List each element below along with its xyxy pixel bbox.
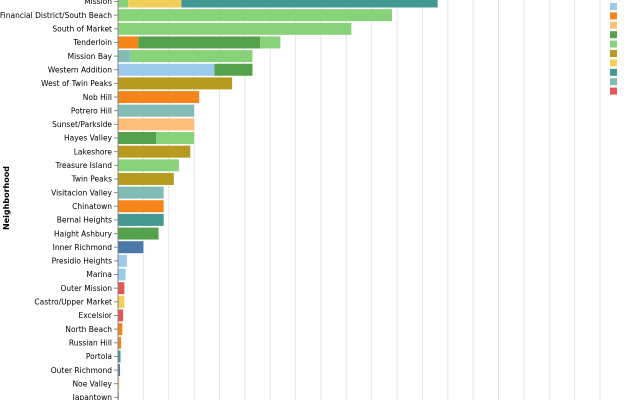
bar-segment xyxy=(118,0,129,8)
bar-segment xyxy=(118,309,124,322)
bar-segment xyxy=(138,36,261,49)
bar-segment xyxy=(118,104,195,117)
y-tick-label: Treasure Island xyxy=(55,161,113,170)
bar-segment xyxy=(118,132,157,144)
bar-segment xyxy=(118,213,164,226)
y-tick-label: Visitacion Valley xyxy=(51,188,112,197)
bar-segment xyxy=(128,0,182,8)
bar-segment xyxy=(118,295,125,308)
bar-segment xyxy=(118,9,392,22)
y-tick-label: Nob Hill xyxy=(83,93,112,102)
y-tick-label: Castro/Upper Market xyxy=(34,298,112,307)
bar-segment xyxy=(118,50,131,63)
bar-segment xyxy=(118,200,164,213)
bar-segment xyxy=(260,36,281,49)
bar-segment xyxy=(118,227,159,240)
y-tick-label: Noe Valley xyxy=(72,379,112,388)
bar-segment xyxy=(214,63,253,76)
y-tick-label: Inner Richmond xyxy=(53,243,113,252)
bar-segment xyxy=(118,159,179,172)
bar-segment xyxy=(118,186,164,199)
bars xyxy=(118,0,438,400)
y-tick-label: Outer Mission xyxy=(61,284,113,293)
legend-swatch xyxy=(610,50,617,57)
bar-segment xyxy=(118,336,122,349)
bar-segment xyxy=(118,63,215,76)
y-tick-label: Potrero Hill xyxy=(71,106,112,115)
bar-segment xyxy=(118,323,123,336)
bar-segment xyxy=(156,132,195,144)
y-tick-label: Portola xyxy=(86,352,112,361)
bar-segment xyxy=(181,0,438,8)
y-tick-labels: Mission Financial District/South Beach Sou… xyxy=(0,0,118,400)
y-tick-label: Tenderloin xyxy=(72,38,112,47)
legend-swatch xyxy=(610,59,617,67)
y-tick-label: Western Addition xyxy=(48,65,112,74)
y-tick-label: Marina xyxy=(86,270,112,279)
bar-segment xyxy=(118,118,195,131)
bar-segment xyxy=(118,77,233,90)
y-tick-label: Sunset/Parkside xyxy=(52,120,112,129)
gridlines xyxy=(142,0,601,400)
legend-swatch xyxy=(610,78,617,86)
y-tick-label: Haight Ashbury xyxy=(54,229,113,238)
legend-swatch xyxy=(610,21,617,29)
y-tick-label: Presidio Heights xyxy=(52,257,113,266)
y-tick-label: Japantown xyxy=(72,393,113,400)
bar-segment xyxy=(118,91,200,104)
y-tick-label: West of Twin Peaks xyxy=(41,79,112,88)
y-tick-label: Hayes Valley xyxy=(64,134,113,143)
bar-segment xyxy=(118,22,352,35)
bar-segment xyxy=(118,36,139,49)
bar-segment xyxy=(118,377,120,390)
y-tick-label: Outer Richmond xyxy=(51,366,112,375)
y-tick-label: Mission xyxy=(84,0,112,6)
legend-swatch xyxy=(610,40,617,48)
y-tick-label: Bernal Heights xyxy=(57,216,112,225)
legend-swatch xyxy=(610,3,617,10)
y-tick-label: South of Market xyxy=(52,25,112,34)
legend-swatch xyxy=(610,31,617,39)
bar-segment xyxy=(118,241,144,254)
bar-segment xyxy=(118,282,125,295)
bar-segment xyxy=(118,364,121,377)
legend xyxy=(610,3,617,95)
bar-segment xyxy=(118,254,127,267)
bar-segment xyxy=(130,50,253,63)
y-tick-label: Financial District/South Beach xyxy=(0,11,112,20)
y-tick-label: Chinatown xyxy=(72,202,112,211)
y-axis-title: Neighborhood xyxy=(2,166,11,230)
bar-segment xyxy=(118,145,191,158)
legend-swatch xyxy=(610,68,617,76)
y-tick-label: North Beach xyxy=(65,325,112,334)
y-tick-label: Mission Bay xyxy=(68,52,113,61)
y-tick-label: Excelsior xyxy=(78,311,112,320)
bar-segment xyxy=(118,350,121,363)
y-tick-label: Lakeshore xyxy=(74,147,113,156)
y-tick-label: Russian Hill xyxy=(69,338,112,347)
bar-segment xyxy=(118,172,174,185)
y-tick-label: Twin Peaks xyxy=(71,175,113,184)
bar-segment xyxy=(118,268,126,281)
legend-swatch xyxy=(610,12,617,20)
legend-swatch xyxy=(610,87,617,95)
